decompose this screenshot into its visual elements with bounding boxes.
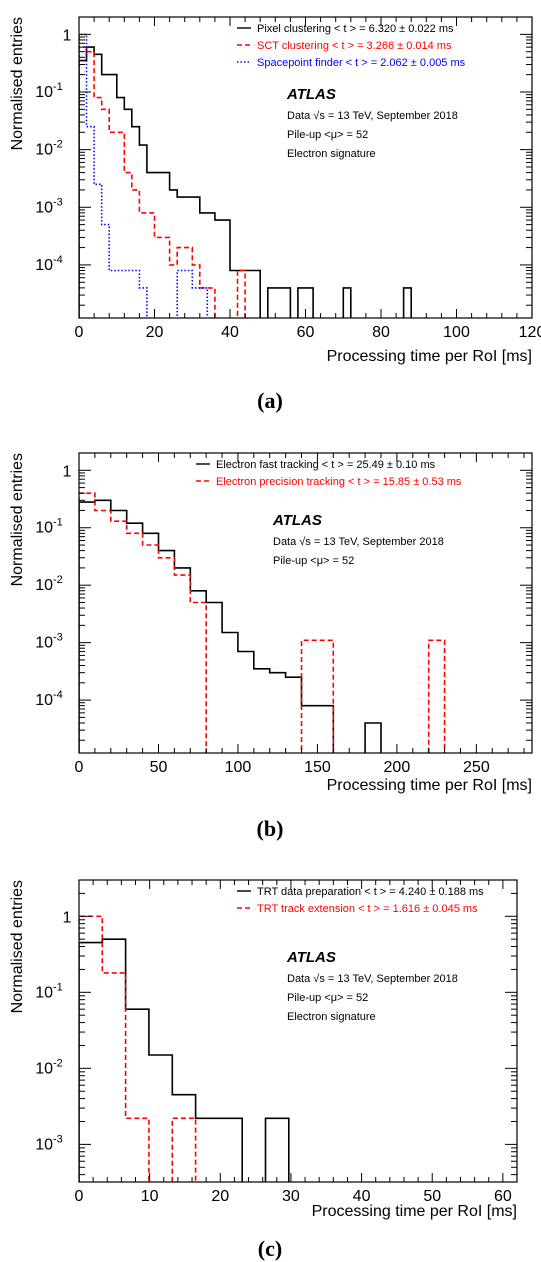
series-line-1 xyxy=(79,915,197,1182)
y-tick-exponent: -4 xyxy=(53,689,63,701)
y-tick-label: 10-1 xyxy=(35,81,63,101)
info-line-1: Pile-up <μ> = 52 xyxy=(287,992,368,1004)
y-tick-label: 10-3 xyxy=(35,632,63,652)
y-tick-exponent: -2 xyxy=(53,1057,63,1069)
plot-frame xyxy=(78,879,518,1183)
x-tick-label: 0 xyxy=(75,324,84,341)
x-tick-label: 60 xyxy=(297,324,315,341)
chart-panel-1: 0 50 100 150 200 250 10-4 10-3 10-2 10-1 1 Processi… xyxy=(9,452,533,841)
info-line-1: Pile-up <μ> = 52 xyxy=(273,555,354,567)
y-axis-label: Normalised entries xyxy=(9,453,26,586)
y-tick-exponent: -3 xyxy=(53,1133,63,1145)
y-tick-label: 10-3 xyxy=(35,196,63,216)
x-tick-label: 40 xyxy=(221,324,239,341)
series-line-0 xyxy=(79,46,412,318)
x-axis-label: Processing time per RoI [ms] xyxy=(327,348,532,365)
x-tick-label: 80 xyxy=(372,324,390,341)
y-tick-exponent: -3 xyxy=(53,632,63,644)
atlas-label: ATLAS xyxy=(286,949,336,966)
info-line-2: Electron signature xyxy=(287,1011,376,1023)
y-tick-exponent: -1 xyxy=(53,81,63,93)
x-tick-label: 60 xyxy=(494,1188,512,1205)
x-axis-label: Processing time per RoI [ms] xyxy=(312,1203,517,1220)
y-tick-label: 10-4 xyxy=(35,689,63,709)
x-tick-label: 100 xyxy=(443,324,470,341)
y-tick-label: 10-2 xyxy=(35,1057,63,1077)
y-tick-label: 10-2 xyxy=(35,574,63,594)
plot-frame xyxy=(78,452,533,754)
x-tick-label: 100 xyxy=(225,759,252,776)
y-tick-label: 1 xyxy=(63,27,72,44)
x-axis-label: Processing time per RoI [ms] xyxy=(327,777,532,794)
info-line-0: Data √s = 13 TeV, September 2018 xyxy=(287,110,458,122)
x-tick-label: 120 xyxy=(519,324,541,341)
series-line-2 xyxy=(79,33,209,318)
atlas-label: ATLAS xyxy=(286,86,336,103)
x-tick-label: 20 xyxy=(146,324,164,341)
y-tick-label: 1 xyxy=(63,463,72,480)
x-tick-label: 0 xyxy=(75,759,84,776)
y-tick-label: 10-4 xyxy=(35,254,63,274)
x-tick-label: 250 xyxy=(463,759,490,776)
x-tick-label: 10 xyxy=(141,1188,159,1205)
y-axis-label: Normalised entries xyxy=(9,17,26,150)
series-line-1 xyxy=(79,492,446,753)
y-tick-label: 10-3 xyxy=(35,1133,63,1153)
y-tick-exponent: -1 xyxy=(53,981,63,993)
x-tick-label: 50 xyxy=(423,1188,441,1205)
info-line-1: Pile-up <μ> = 52 xyxy=(287,129,368,141)
y-tick-exponent: -1 xyxy=(53,517,63,529)
y-tick-label: 1 xyxy=(63,909,72,926)
y-tick-exponent: -4 xyxy=(53,254,63,266)
chart-panel-0: 0 20 40 60 80 100 120 10-4 10-3 10-2 10-1 1 Processi… xyxy=(9,16,541,413)
panel-caption: (b) xyxy=(257,816,284,841)
chart-panel-2: 0 10 20 30 40 50 60 10-3 10-2 10-1 1 Processing tim… xyxy=(9,879,518,1261)
legend-label-1: TRT track extension < t > = 1.616 ± 0.04… xyxy=(257,903,478,915)
y-tick-label: 10-2 xyxy=(35,139,63,159)
x-tick-label: 20 xyxy=(211,1188,229,1205)
info-line-2: Electron signature xyxy=(287,148,376,160)
series-line-1 xyxy=(79,46,246,318)
y-tick-exponent: -3 xyxy=(53,196,63,208)
x-tick-label: 40 xyxy=(353,1188,371,1205)
legend-label-1: Electron precision tracking < t > = 15.8… xyxy=(216,476,462,488)
x-tick-label: 50 xyxy=(150,759,168,776)
legend-label-0: Electron fast tracking < t > = 25.49 ± 0… xyxy=(216,459,436,471)
info-line-0: Data √s = 13 TeV, September 2018 xyxy=(287,973,458,985)
series-line-0 xyxy=(79,499,382,753)
x-tick-label: 30 xyxy=(282,1188,300,1205)
legend-label-2: Spacepoint finder < t > = 2.062 ± 0.005 … xyxy=(257,57,466,69)
x-tick-label: 0 xyxy=(75,1188,84,1205)
y-tick-label: 10-1 xyxy=(35,981,63,1001)
series-line-0 xyxy=(79,938,290,1182)
legend-label-0: TRT data preparation < t > = 4.240 ± 0.1… xyxy=(257,886,484,898)
legend-label-0: Pixel clustering < t > = 6.320 ± 0.022 m… xyxy=(257,23,454,35)
x-tick-label: 150 xyxy=(304,759,331,776)
panel-caption: (a) xyxy=(257,388,283,413)
x-tick-label: 200 xyxy=(384,759,411,776)
y-axis-label: Normalised entries xyxy=(9,880,26,1013)
y-tick-exponent: -2 xyxy=(53,574,63,586)
atlas-label: ATLAS xyxy=(272,512,322,529)
y-tick-exponent: -2 xyxy=(53,139,63,151)
legend-label-1: SCT clustering < t > = 3.266 ± 0.014 ms xyxy=(257,40,452,52)
y-tick-label: 10-1 xyxy=(35,517,63,537)
info-line-0: Data √s = 13 TeV, September 2018 xyxy=(273,536,444,548)
panel-caption: (c) xyxy=(258,1236,282,1261)
